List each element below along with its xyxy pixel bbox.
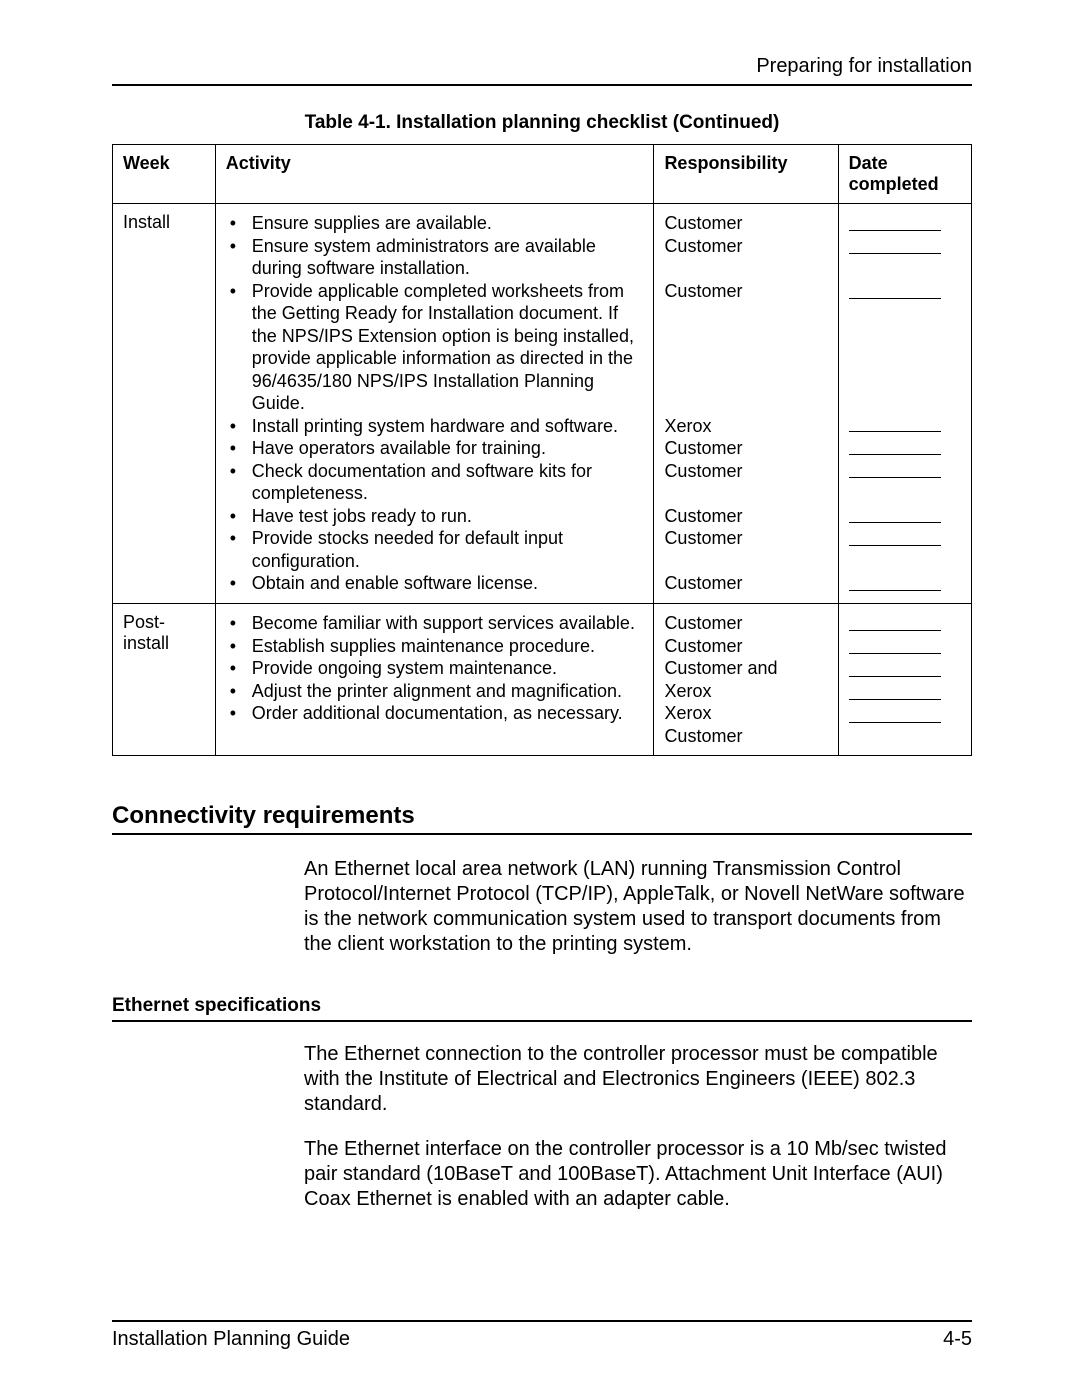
date-completed-blank xyxy=(849,235,941,254)
activity-item: Provide ongoing system maintenance. xyxy=(226,657,644,680)
document-page: Preparing for installation Table 4-1. In… xyxy=(0,0,1080,1397)
col-header-date-completed: Date completed xyxy=(838,145,971,204)
col-header-responsibility: Responsibility xyxy=(654,145,838,204)
body-paragraph: The Ethernet interface on the controller… xyxy=(304,1137,972,1212)
running-head: Preparing for installation xyxy=(112,55,972,86)
date-completed-blank xyxy=(849,612,941,631)
checklist-table: Week Activity Responsibility Date comple… xyxy=(112,144,972,756)
activity-item: Provide applicable completed worksheets … xyxy=(226,280,644,415)
date-completed-blank xyxy=(849,436,941,455)
activity-item: Ensure system administrators are availab… xyxy=(226,235,644,280)
activity-item: Install printing system hardware and sof… xyxy=(226,415,644,438)
date-completed-blank xyxy=(849,681,941,700)
activity-item: Provide stocks needed for default input … xyxy=(226,527,644,572)
activity-item: Establish supplies maintenance procedure… xyxy=(226,635,644,658)
activity-item: Ensure supplies are available. xyxy=(226,212,644,235)
responsibility-value: Customer xyxy=(664,505,827,528)
date-completed-blank xyxy=(849,658,941,677)
responsibility-value: Customer xyxy=(664,635,827,658)
date-completed-blank xyxy=(849,572,941,591)
body-paragraph: An Ethernet local area network (LAN) run… xyxy=(304,857,972,957)
date-completed-blank xyxy=(849,413,941,432)
footer-right: 4-5 xyxy=(943,1328,972,1351)
date-completed-blank xyxy=(849,527,941,546)
date-completed-blank xyxy=(849,635,941,654)
responsibility-value: Customer xyxy=(664,280,827,303)
responsibility-value: Customer xyxy=(664,437,827,460)
col-header-activity: Activity xyxy=(215,145,654,204)
activity-item: Obtain and enable software license. xyxy=(226,572,644,595)
page-footer: Installation Planning Guide 4-5 xyxy=(112,1320,972,1351)
responsibility-value: Customer xyxy=(664,212,827,235)
table-row: InstallEnsure supplies are available.Ens… xyxy=(113,204,972,604)
activity-item: Become familiar with support services av… xyxy=(226,612,644,635)
date-completed-blank xyxy=(849,212,941,231)
cell-activity: Ensure supplies are available.Ensure sys… xyxy=(215,204,654,604)
section-connectivity-requirements: Connectivity requirements xyxy=(112,802,972,835)
responsibility-value: Xerox xyxy=(664,415,827,438)
table-row: Post-install Become familiar with support… xyxy=(113,604,972,756)
responsibility-value: Customer xyxy=(664,527,827,550)
cell-week: Post-install xyxy=(113,604,216,756)
cell-responsibility: CustomerCustomer Customer XeroxCustomerC… xyxy=(654,204,838,604)
activity-item: Have test jobs ready to run. xyxy=(226,505,644,528)
body-paragraph: The Ethernet connection to the controlle… xyxy=(304,1042,972,1117)
responsibility-value: Customer xyxy=(664,235,827,258)
date-completed-blank xyxy=(849,459,941,478)
cell-activity: Become familiar with support services av… xyxy=(215,604,654,756)
table-caption: Table 4-1. Installation planning checkli… xyxy=(112,112,972,134)
activity-item: Check documentation and software kits fo… xyxy=(226,460,644,505)
responsibility-value: Customer and Xerox xyxy=(664,657,827,702)
footer-left: Installation Planning Guide xyxy=(112,1328,350,1351)
activity-item: Adjust the printer alignment and magnifi… xyxy=(226,680,644,703)
col-header-week: Week xyxy=(113,145,216,204)
activity-item: Order additional documentation, as neces… xyxy=(226,702,644,725)
responsibility-value: Xerox xyxy=(664,702,827,725)
cell-responsibility: CustomerCustomerCustomer and XeroxXeroxC… xyxy=(654,604,838,756)
cell-week: Install xyxy=(113,204,216,604)
responsibility-value: Customer xyxy=(664,460,827,483)
cell-date-completed xyxy=(838,204,971,604)
responsibility-value: Customer xyxy=(664,612,827,635)
date-completed-blank xyxy=(849,704,941,723)
date-completed-blank xyxy=(849,280,941,299)
activity-item: Have operators available for training. xyxy=(226,437,644,460)
table-header-row: Week Activity Responsibility Date comple… xyxy=(113,145,972,204)
responsibility-value: Customer xyxy=(664,572,827,595)
subsection-ethernet-specifications: Ethernet specifications xyxy=(112,995,972,1022)
cell-date-completed xyxy=(838,604,971,756)
responsibility-value: Customer xyxy=(664,725,827,748)
date-completed-blank xyxy=(849,504,941,523)
